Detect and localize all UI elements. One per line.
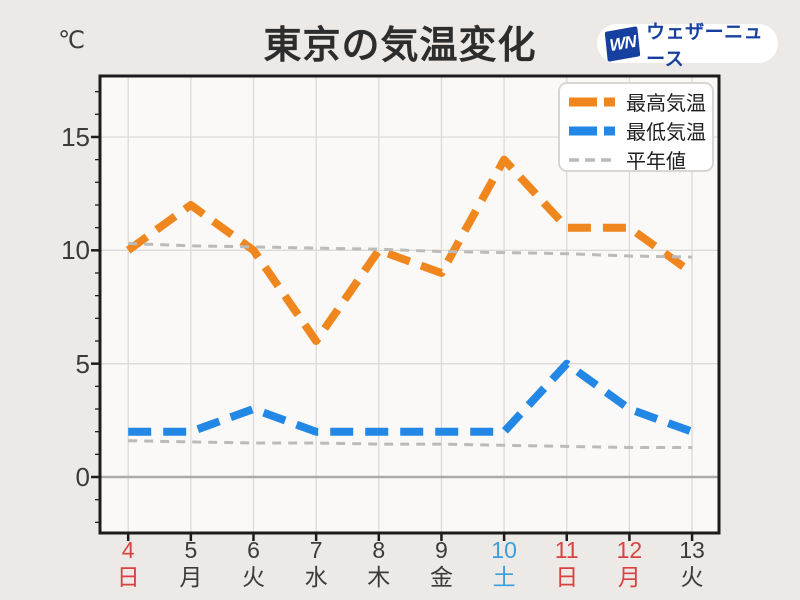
x-tick-day-number: 9 xyxy=(435,537,448,563)
x-tick-weekday: 金 xyxy=(429,564,453,590)
x-tick-day-number: 7 xyxy=(309,537,323,563)
wn-logo-brand-text: ウェザーニュース xyxy=(646,21,764,70)
y-tick-label-0: 0 xyxy=(75,462,90,492)
y-tick-label-5: 5 xyxy=(75,348,90,379)
x-tick-label-day-10: 10 土 xyxy=(474,537,534,591)
x-tick-day-number: 12 xyxy=(616,537,643,563)
legend-item-max-temp: 最高気温 xyxy=(569,87,712,116)
x-tick-weekday: 火 xyxy=(241,564,265,590)
x-tick-label-day-12: 12 月 xyxy=(599,537,659,591)
y-axis-unit-label: ℃ xyxy=(58,27,85,54)
x-tick-day-number: 11 xyxy=(554,537,579,563)
x-tick-day-number: 13 xyxy=(679,537,705,563)
legend-line-sample-min-temp xyxy=(569,126,615,135)
legend-label-max-temp: 最高気温 xyxy=(626,93,706,115)
legend-line-sample-normal xyxy=(569,157,615,162)
legend-line-sample-max-temp xyxy=(569,97,615,106)
x-tick-day-number: 5 xyxy=(184,537,198,563)
x-tick-weekday: 月 xyxy=(617,564,641,590)
y-tick-label-15: 15 xyxy=(61,121,90,152)
series-line-normal-min xyxy=(128,439,693,449)
x-tick-weekday: 木 xyxy=(367,564,391,590)
x-tick-label-day-13: 13 火 xyxy=(662,537,722,591)
x-tick-label-day-11: 11 日 xyxy=(537,537,597,591)
x-tick-weekday: 土 xyxy=(492,564,516,590)
legend-item-min-temp: 最低気温 xyxy=(569,116,712,145)
axis-frame xyxy=(98,74,721,535)
legend-label-normal: 平年値 xyxy=(626,151,686,173)
weathernews-logo: WN ウェザーニュース xyxy=(597,22,778,70)
x-tick-weekday: 火 xyxy=(680,564,704,590)
x-tick-day-number: 8 xyxy=(372,537,386,563)
x-tick-day-number: 6 xyxy=(247,537,260,563)
x-tick-day-number: 4 xyxy=(121,537,135,563)
y-tick-label-10: 10 xyxy=(61,235,90,266)
x-tick-weekday: 月 xyxy=(179,564,203,590)
series-line-min-temp xyxy=(128,359,694,436)
legend-label-min-temp: 最低気温 xyxy=(626,122,706,144)
x-tick-weekday: 日 xyxy=(555,564,579,590)
chart-title: 東京の気温変化 xyxy=(263,25,537,67)
legend-item-normal: 平年値 xyxy=(569,145,712,174)
chart-legend: 最高気温最低気温平年値 xyxy=(558,82,714,174)
x-tick-day-number: 10 xyxy=(491,537,517,563)
series-line-max-temp xyxy=(125,155,695,345)
series-line-normal-max xyxy=(128,242,693,259)
x-tick-weekday: 水 xyxy=(304,564,328,590)
x-tick-weekday: 日 xyxy=(116,564,140,590)
